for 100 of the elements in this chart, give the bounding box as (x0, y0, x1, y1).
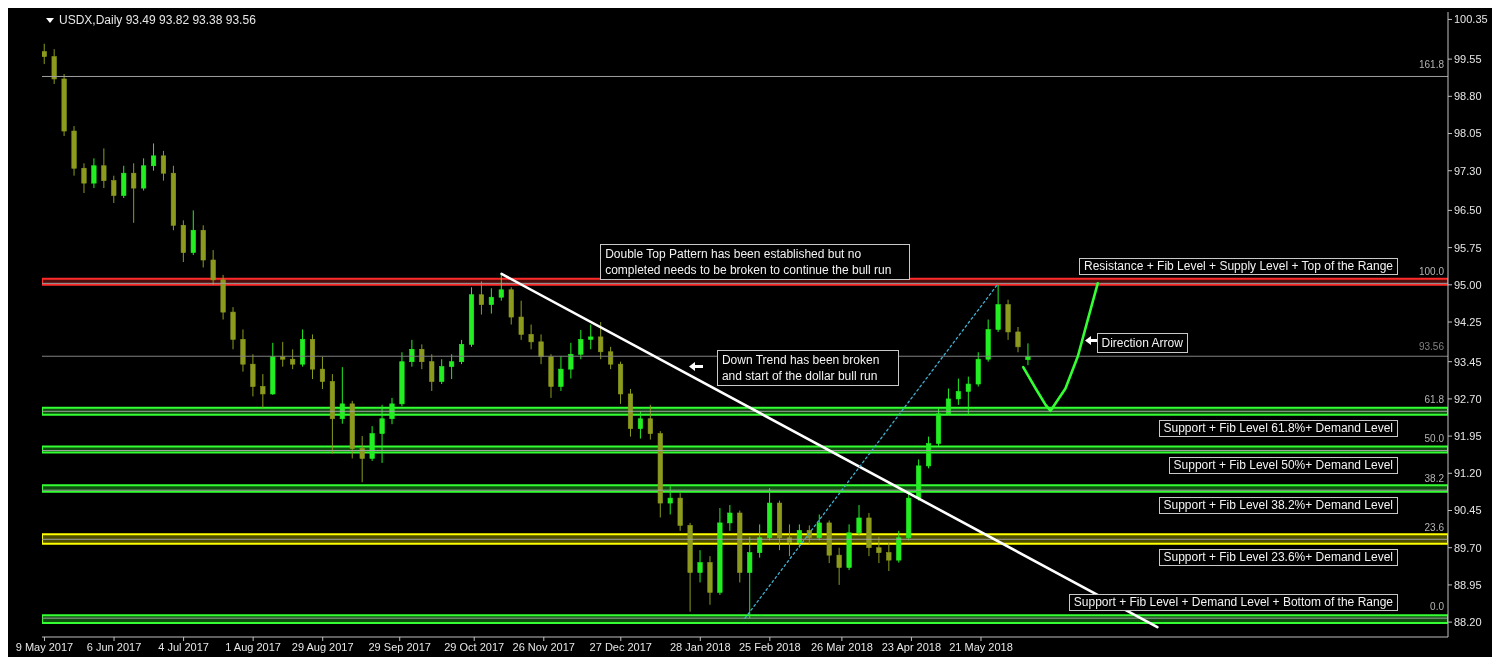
candlestick (498, 274, 504, 302)
y-tick-label: 97.30 (1454, 164, 1482, 177)
annotation: Direction Arrow (1096, 333, 1188, 354)
x-tick-label: 23 Apr 2018 (881, 640, 942, 653)
y-tick-label: 93.45 (1454, 355, 1482, 368)
x-tick-label: 29 Aug 2017 (291, 640, 354, 653)
candlestick (260, 373, 266, 409)
candlestick (816, 513, 822, 541)
candlestick (449, 353, 455, 380)
candlestick (121, 165, 127, 199)
candlestick (488, 287, 494, 315)
candlestick (389, 397, 395, 425)
candlestick (439, 358, 445, 385)
candlestick (647, 404, 653, 441)
x-tick-label: 25 Feb 2018 (738, 640, 801, 653)
candlestick (429, 353, 435, 392)
candlestick (637, 410, 643, 440)
candlestick (727, 504, 733, 532)
candlestick (51, 48, 57, 85)
x-tick-label: 29 Sep 2017 (368, 640, 431, 653)
band-label: Support + Fib Level + Demand Level + Bottom of the Range (1068, 594, 1398, 612)
x-tick-label: 26 Nov 2017 (512, 640, 575, 653)
candlestick (210, 249, 216, 286)
y-tick-label: 95.00 (1454, 278, 1482, 291)
candlestick (945, 387, 951, 416)
y-tick-label: 96.50 (1454, 204, 1482, 217)
y-tick-label: 94.25 (1454, 315, 1482, 328)
candlestick (926, 436, 932, 469)
candlestick (955, 378, 961, 406)
annotation: Down Trend has been broken and start of the dollar bull run (716, 349, 899, 386)
candlestick (319, 356, 325, 390)
annotation: 100.0 (1417, 266, 1445, 278)
candlestick (796, 523, 802, 549)
candlestick (131, 162, 137, 224)
y-tick-label: 88.20 (1454, 616, 1482, 629)
candlestick (280, 341, 286, 368)
candlestick (290, 348, 296, 370)
candlestick (478, 280, 484, 316)
candlestick (896, 530, 902, 564)
x-tick-label: 6 Jun 2017 (86, 640, 142, 653)
band-label: Support + Fib Level 38.2%+ Demand Level (1158, 496, 1398, 514)
band-label: Support + Fib Level 23.6%+ Demand Level (1158, 548, 1398, 566)
x-tick-label: 29 Oct 2017 (444, 640, 505, 653)
annotation: Double Top Pattern has been established but no completed needs to be broken to continue the bull run (600, 243, 911, 280)
y-tick-label: 100.35 (1454, 13, 1488, 26)
annotation: 61.8 (1423, 394, 1445, 406)
y-tick-label: 92.70 (1454, 392, 1482, 405)
y-tick-label: 91.20 (1454, 467, 1482, 480)
candlestick (588, 324, 594, 350)
candlestick (568, 342, 574, 380)
x-tick-label: 1 Aug 2017 (225, 640, 281, 653)
candlestick (160, 150, 167, 182)
y-tick-label: 91.95 (1454, 430, 1482, 443)
band-label: Support + Fib Level 61.8%+ Demand Level (1158, 419, 1398, 437)
candlestick (856, 504, 862, 536)
candlestick (91, 157, 97, 189)
annotation: 50.0 (1423, 433, 1445, 445)
candlestick (190, 209, 196, 256)
band-label: Resistance + Fib Level + Supply Level + Top of the Range (1079, 257, 1398, 275)
candlestick (836, 547, 842, 586)
candlestick (81, 162, 87, 194)
candlestick (538, 333, 544, 365)
y-tick-label: 98.80 (1454, 90, 1482, 103)
annotation: 23.6 (1423, 522, 1445, 534)
candlestick (42, 43, 47, 65)
x-tick-label: 26 Mar 2018 (811, 640, 873, 653)
candlestick (598, 321, 604, 360)
line-series (1021, 282, 1100, 413)
annotation: 161.8 (1417, 59, 1445, 71)
candlestick (379, 404, 385, 464)
ref-line-label: 93.56 (1417, 341, 1445, 353)
candlestick (151, 142, 157, 172)
candlestick (359, 435, 365, 483)
y-tick-label: 99.55 (1454, 53, 1482, 66)
annotation: 38.2 (1423, 473, 1445, 485)
candlestick (667, 484, 673, 515)
candlestick (518, 300, 524, 341)
candlestick (608, 346, 614, 370)
x-tick-label: 28 Jan 2018 (670, 640, 731, 653)
candlestick (558, 355, 564, 392)
candlestick (747, 536, 753, 619)
candlestick (141, 157, 147, 192)
candlestick (339, 366, 345, 425)
band-label: Support + Fib Level 50%+ Demand Level (1168, 457, 1398, 475)
x-tick-label: 4 Jul 2017 (158, 640, 209, 653)
x-tick-label: 21 May 2018 (949, 640, 1013, 653)
candlestick (459, 339, 465, 365)
candlestick (528, 324, 534, 350)
y-tick-label: 95.75 (1454, 241, 1482, 254)
candlestick (697, 549, 703, 583)
candlestick (101, 147, 107, 189)
candlestick (757, 523, 763, 559)
candlestick (578, 329, 584, 360)
y-tick-label: 88.95 (1454, 578, 1482, 591)
candlestick (886, 542, 892, 572)
candlestick (409, 339, 415, 368)
annotation: 0.0 (1429, 601, 1445, 613)
candlestick (1015, 326, 1021, 353)
chart-title: USDX,Daily 93.49 93.82 93.38 93.56 (59, 13, 256, 27)
x-tick-label: 9 May 2017 (15, 640, 74, 653)
